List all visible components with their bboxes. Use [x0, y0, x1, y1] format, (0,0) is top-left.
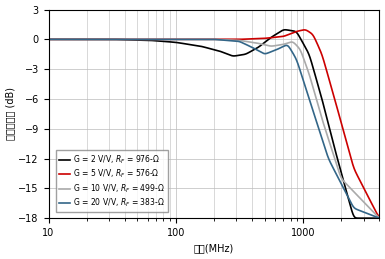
X-axis label: 频率(MHz): 频率(MHz)	[194, 243, 234, 254]
Y-axis label: 归一化增益 (dB): 归一化增益 (dB)	[5, 87, 15, 140]
Legend: G = 2 V/V, $R_F$ = 976-$\Omega$, G = 5 V/V, $R_F$ = 576-$\Omega$, G = 10 V/V, $R: G = 2 V/V, $R_F$ = 976-$\Omega$, G = 5 V…	[56, 150, 168, 212]
